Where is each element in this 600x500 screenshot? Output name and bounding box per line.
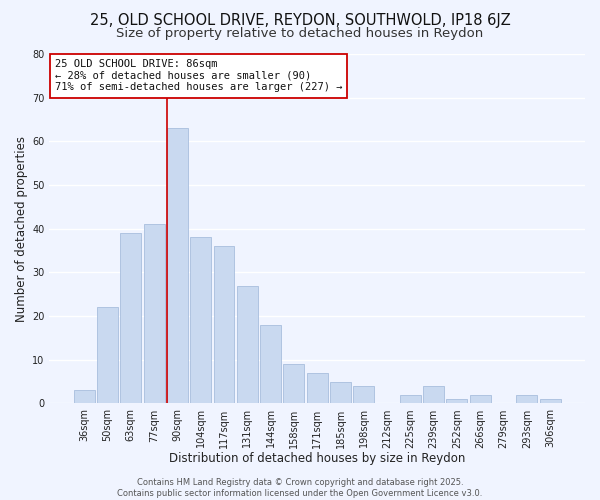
- Bar: [283, 364, 304, 404]
- Bar: [260, 325, 281, 404]
- Bar: [74, 390, 95, 404]
- Bar: [446, 399, 467, 404]
- Bar: [190, 238, 211, 404]
- Bar: [400, 394, 421, 404]
- Bar: [539, 399, 560, 404]
- Bar: [214, 246, 235, 404]
- Text: Contains HM Land Registry data © Crown copyright and database right 2025.
Contai: Contains HM Land Registry data © Crown c…: [118, 478, 482, 498]
- Bar: [237, 286, 258, 404]
- Bar: [330, 382, 351, 404]
- Bar: [167, 128, 188, 404]
- Bar: [97, 308, 118, 404]
- Text: 25, OLD SCHOOL DRIVE, REYDON, SOUTHWOLD, IP18 6JZ: 25, OLD SCHOOL DRIVE, REYDON, SOUTHWOLD,…: [89, 12, 511, 28]
- Y-axis label: Number of detached properties: Number of detached properties: [15, 136, 28, 322]
- Bar: [423, 386, 444, 404]
- Text: 25 OLD SCHOOL DRIVE: 86sqm
← 28% of detached houses are smaller (90)
71% of semi: 25 OLD SCHOOL DRIVE: 86sqm ← 28% of deta…: [55, 59, 342, 92]
- Bar: [470, 394, 491, 404]
- Bar: [307, 373, 328, 404]
- X-axis label: Distribution of detached houses by size in Reydon: Distribution of detached houses by size …: [169, 452, 466, 465]
- Bar: [143, 224, 164, 404]
- Bar: [517, 394, 538, 404]
- Text: Size of property relative to detached houses in Reydon: Size of property relative to detached ho…: [116, 28, 484, 40]
- Bar: [353, 386, 374, 404]
- Bar: [121, 233, 142, 404]
